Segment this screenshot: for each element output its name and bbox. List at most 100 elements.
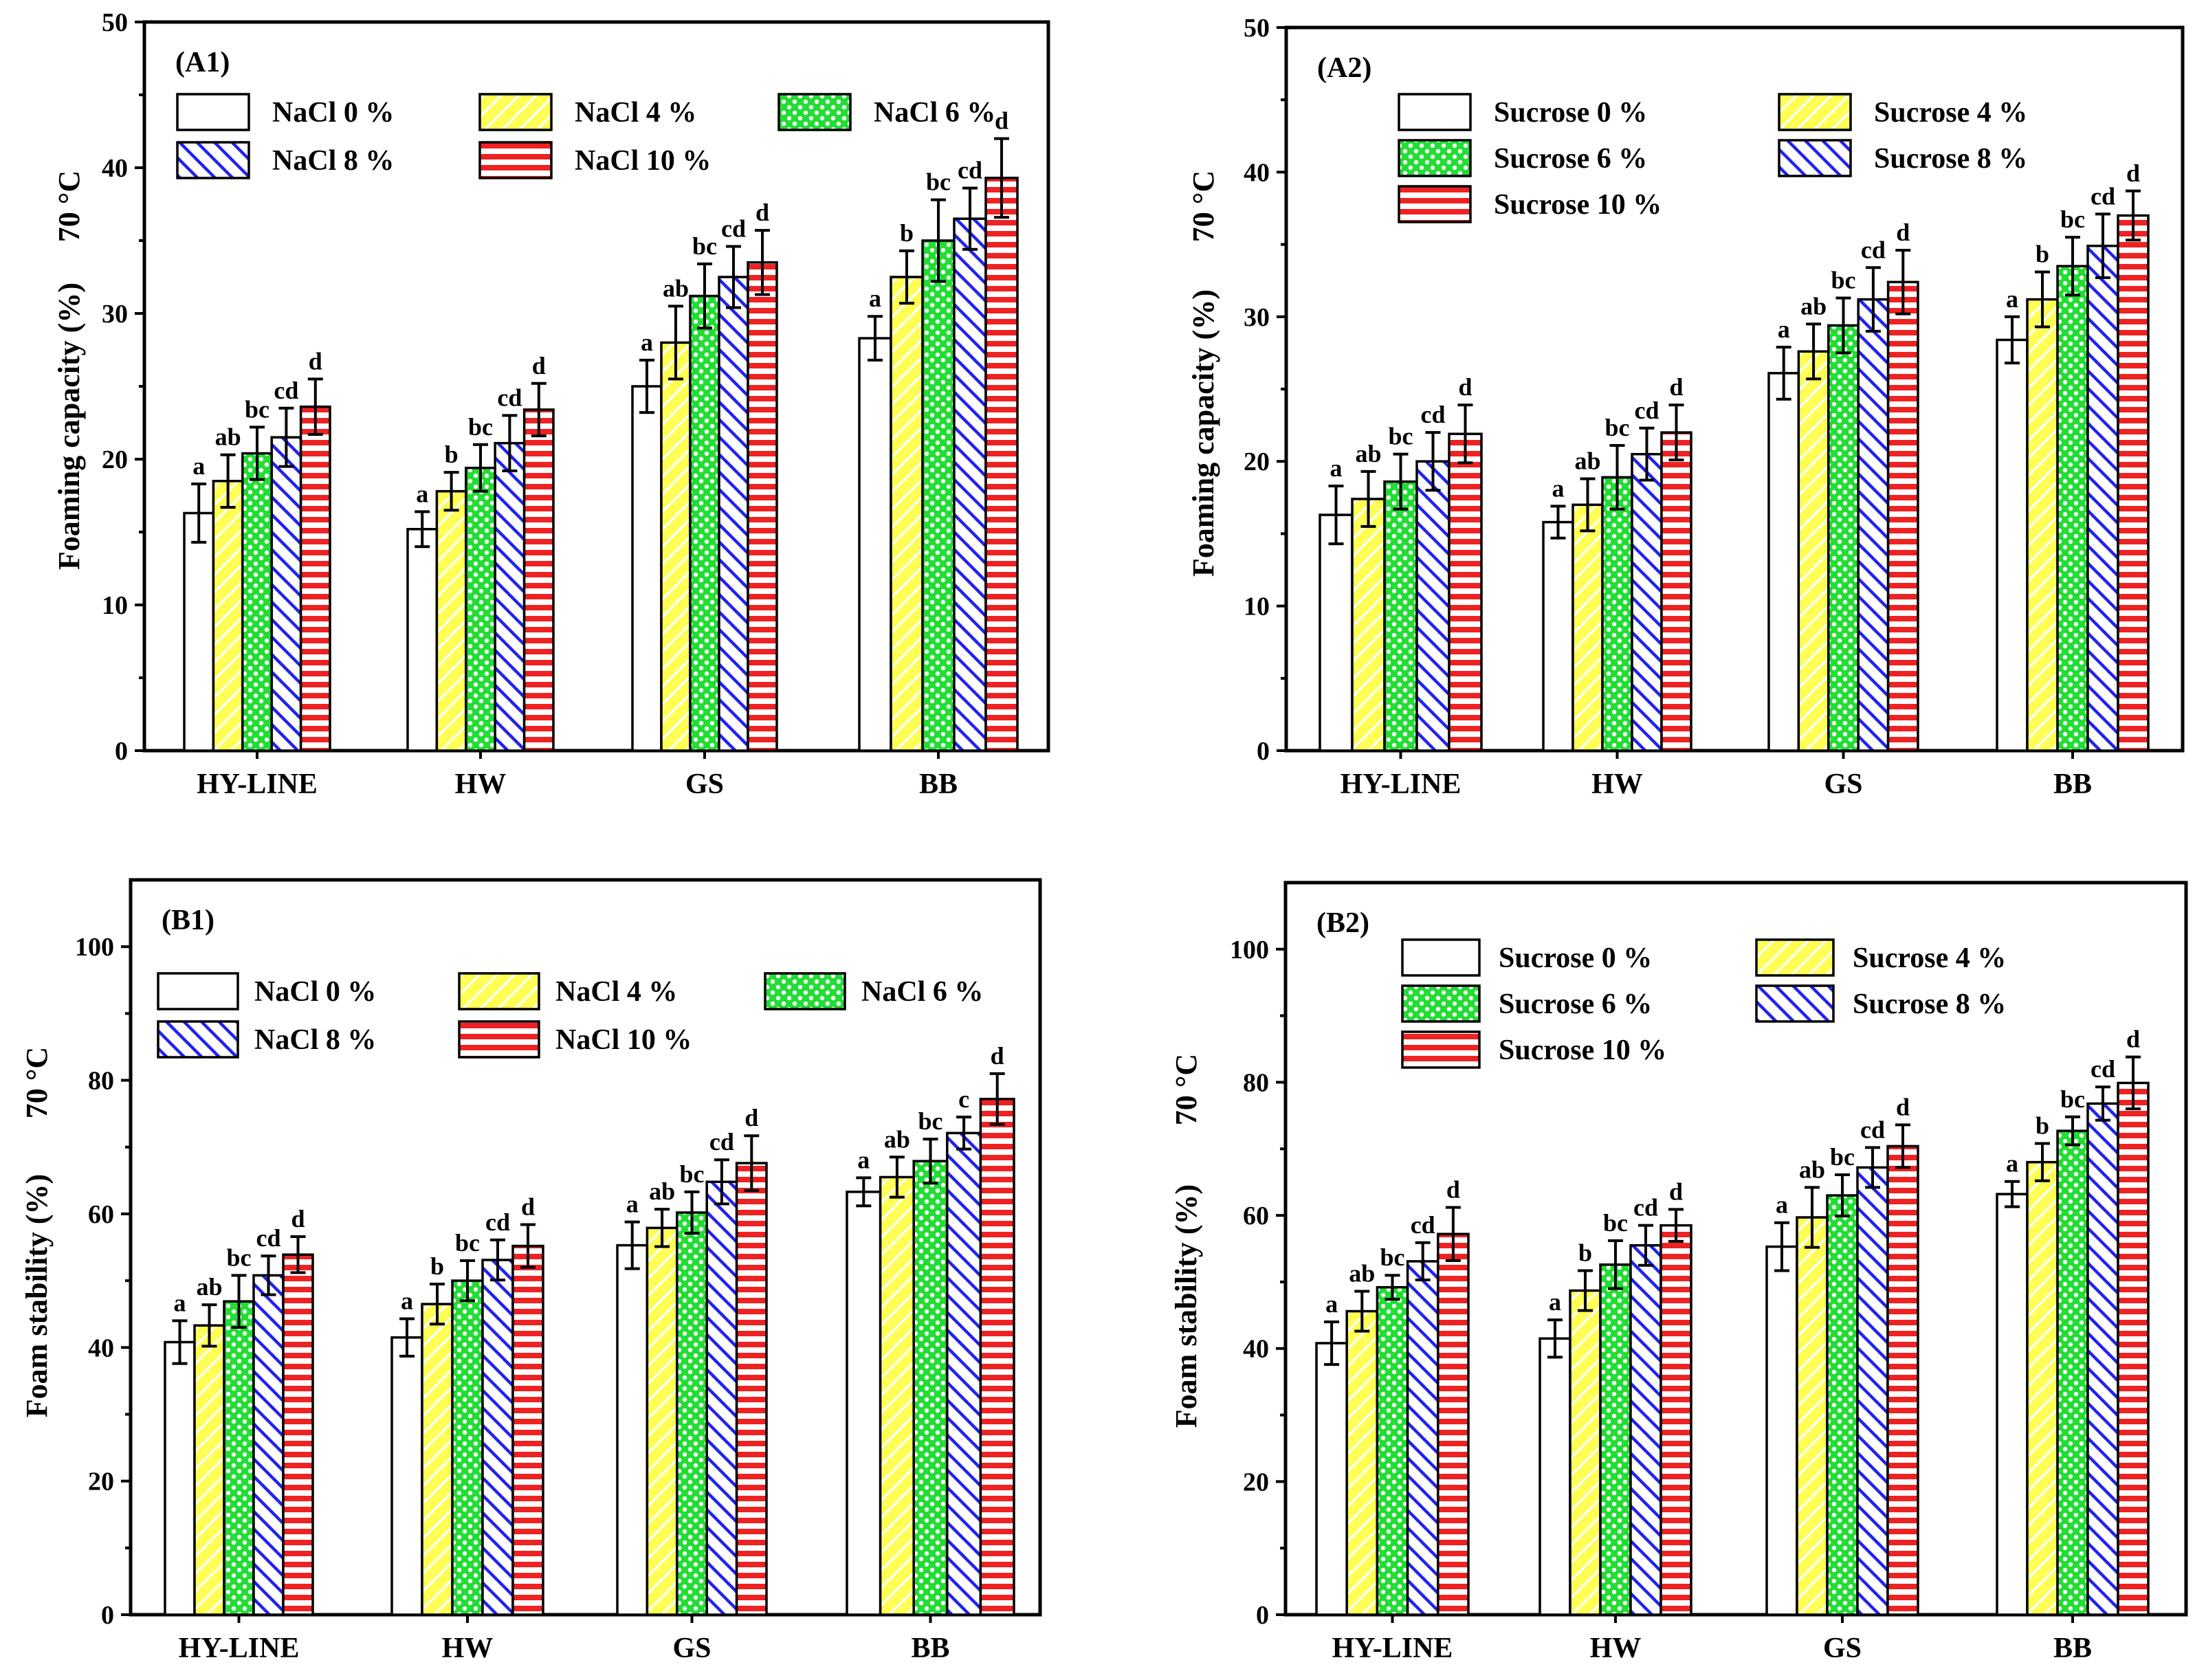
significance-letter-b2: d [2126, 1026, 2140, 1053]
temperature-label-a1: 70 °C [52, 170, 86, 242]
legend-swatch-a2-s4 [1398, 185, 1472, 223]
bar-a1-hy-line-s4 [299, 405, 331, 752]
legend-swatch-a2-s2 [1398, 139, 1472, 177]
panel-label-a1: (A1) [175, 47, 230, 78]
bar-a2-hw-s1 [1571, 503, 1604, 752]
legend-label-a1-s2: NaCl 6 % [874, 97, 995, 129]
bar-b2-gs-s2 [1826, 1194, 1859, 1616]
significance-letter-b2: a [1776, 1191, 1788, 1219]
y-tick-label-a1: 10 [102, 591, 128, 620]
bar-a1-gs-s1 [660, 341, 692, 752]
legend-label-b1-s2: NaCl 6 % [861, 976, 983, 1008]
y-tick-label-b1: 60 [88, 1200, 114, 1229]
y-tick-label-b2: 20 [1243, 1468, 1269, 1496]
bar-b2-bb-s0 [1996, 1193, 2029, 1616]
legend-label-b2-s3: Sucrose 8 % [1853, 988, 2006, 1020]
bar-b1-hw-s0 [390, 1336, 423, 1616]
x-category-label-b2: GS [1823, 1633, 1862, 1664]
y-tick-label-b1: 20 [88, 1468, 114, 1496]
significance-letter-b2: bc [1603, 1209, 1628, 1237]
x-category-label-a2: GS [1824, 769, 1862, 800]
significance-letter-b1: cd [709, 1128, 734, 1156]
legend-swatch-a1-s2 [777, 93, 852, 131]
y-axis-label-a1: Foaming capacity (%) [52, 283, 86, 570]
significance-letter-a2: a [1330, 454, 1343, 482]
significance-letter-a2: cd [1635, 397, 1659, 424]
bar-b2-hw-s2 [1599, 1263, 1632, 1616]
y-tick-label-b2: 0 [1256, 1601, 1269, 1630]
legend-swatch-b2-s1 [1755, 938, 1835, 977]
bar-a2-bb-s4 [2117, 214, 2150, 752]
bar-b1-hy-line-s0 [164, 1340, 196, 1616]
x-category-label-b2: BB [2053, 1633, 2092, 1664]
significance-letter-a1: cd [274, 377, 298, 404]
bar-a2-hy-line-s0 [1319, 513, 1354, 752]
significance-letter-a1: cd [721, 214, 746, 242]
y-tick-label-a2: 0 [1257, 737, 1270, 766]
significance-letter-a2: d [1458, 373, 1472, 401]
legend-label-a2-s2: Sucrose 6 % [1494, 143, 1647, 175]
significance-letter-b2: bc [1380, 1244, 1405, 1271]
bar-b1-hy-line-s3 [252, 1274, 285, 1616]
significance-letter-a1: ab [215, 423, 241, 451]
y-tick-label-a1: 40 [102, 154, 128, 183]
bar-b2-hw-s4 [1659, 1224, 1692, 1616]
legend-label-b2-s1: Sucrose 4 % [1853, 942, 2006, 974]
legend-label-a1-s0: NaCl 0 % [272, 97, 394, 129]
y-tick-label-b2: 40 [1243, 1335, 1269, 1364]
legend-swatch-b2-s2 [1401, 984, 1481, 1023]
bar-b1-hw-s3 [481, 1259, 514, 1616]
x-category-label-a1: BB [919, 769, 958, 800]
significance-letter-a2: a [1552, 474, 1565, 502]
bar-b2-hy-line-s1 [1345, 1309, 1379, 1616]
legend-label-a1-s1: NaCl 4 % [575, 97, 696, 129]
bar-a2-gs-s2 [1827, 324, 1860, 752]
bar-b1-hy-line-s1 [193, 1324, 225, 1616]
y-tick-label-a2: 40 [1244, 158, 1270, 187]
significance-letter-a2: a [1778, 316, 1790, 343]
significance-letter-a2: a [2006, 285, 2018, 313]
bar-a1-hw-s1 [435, 489, 467, 752]
x-category-label-a1: HY-LINE [197, 769, 318, 800]
legend-swatch-a2-s3 [1778, 139, 1852, 177]
significance-letter-a2: b [2036, 241, 2049, 268]
significance-letter-a2: bc [1605, 414, 1630, 441]
bar-a2-hy-line-s4 [1448, 432, 1483, 752]
significance-letter-b1: d [521, 1193, 535, 1220]
bar-a2-bb-s3 [2086, 244, 2119, 752]
significance-letter-b1: a [401, 1287, 413, 1314]
significance-letter-b2: d [1896, 1093, 1910, 1120]
significance-letter-b1: bc [680, 1160, 705, 1188]
significance-letter-b1: bc [227, 1244, 252, 1271]
significance-letter-b1: a [626, 1191, 639, 1218]
significance-letter-a1: bc [926, 168, 951, 196]
significance-letter-b2: b [1578, 1239, 1592, 1266]
bar-a2-hw-s0 [1542, 520, 1574, 752]
legend-label-a2-s0: Sucrose 0 % [1494, 97, 1647, 129]
bar-a1-bb-s3 [953, 217, 987, 752]
significance-letter-b1: ab [649, 1178, 675, 1205]
bar-a2-bb-s1 [2026, 298, 2059, 752]
legend-swatch-b1-s3 [157, 1020, 239, 1059]
bar-a1-hw-s4 [522, 408, 555, 752]
y-tick-label-a2: 20 [1244, 447, 1270, 476]
bar-b1-hw-s1 [421, 1303, 454, 1616]
y-tick-label-a2: 10 [1244, 593, 1270, 621]
bar-a1-bb-s4 [984, 177, 1019, 752]
significance-letter-a1: bc [245, 395, 269, 423]
y-tick-label-a1: 20 [102, 445, 128, 474]
bar-b1-bb-s0 [846, 1191, 882, 1616]
temperature-label-b1: 70 °C [20, 1047, 54, 1118]
significance-letter-a2: ab [1355, 440, 1381, 467]
bar-a2-hw-s2 [1601, 476, 1633, 752]
y-tick-label-a1: 30 [102, 300, 128, 329]
significance-letter-a2: d [1896, 219, 1910, 246]
bar-b1-hw-s4 [511, 1244, 544, 1616]
significance-letter-a2: cd [2091, 182, 2115, 210]
significance-letter-b1: d [744, 1104, 758, 1131]
significance-letter-b2: bc [1830, 1143, 1855, 1171]
x-category-label-b1: BB [911, 1633, 949, 1664]
significance-letter-b2: ab [1349, 1259, 1375, 1287]
x-category-label-b2: HW [1590, 1633, 1642, 1664]
legend-label-a2-s1: Sucrose 4 % [1874, 97, 2027, 129]
